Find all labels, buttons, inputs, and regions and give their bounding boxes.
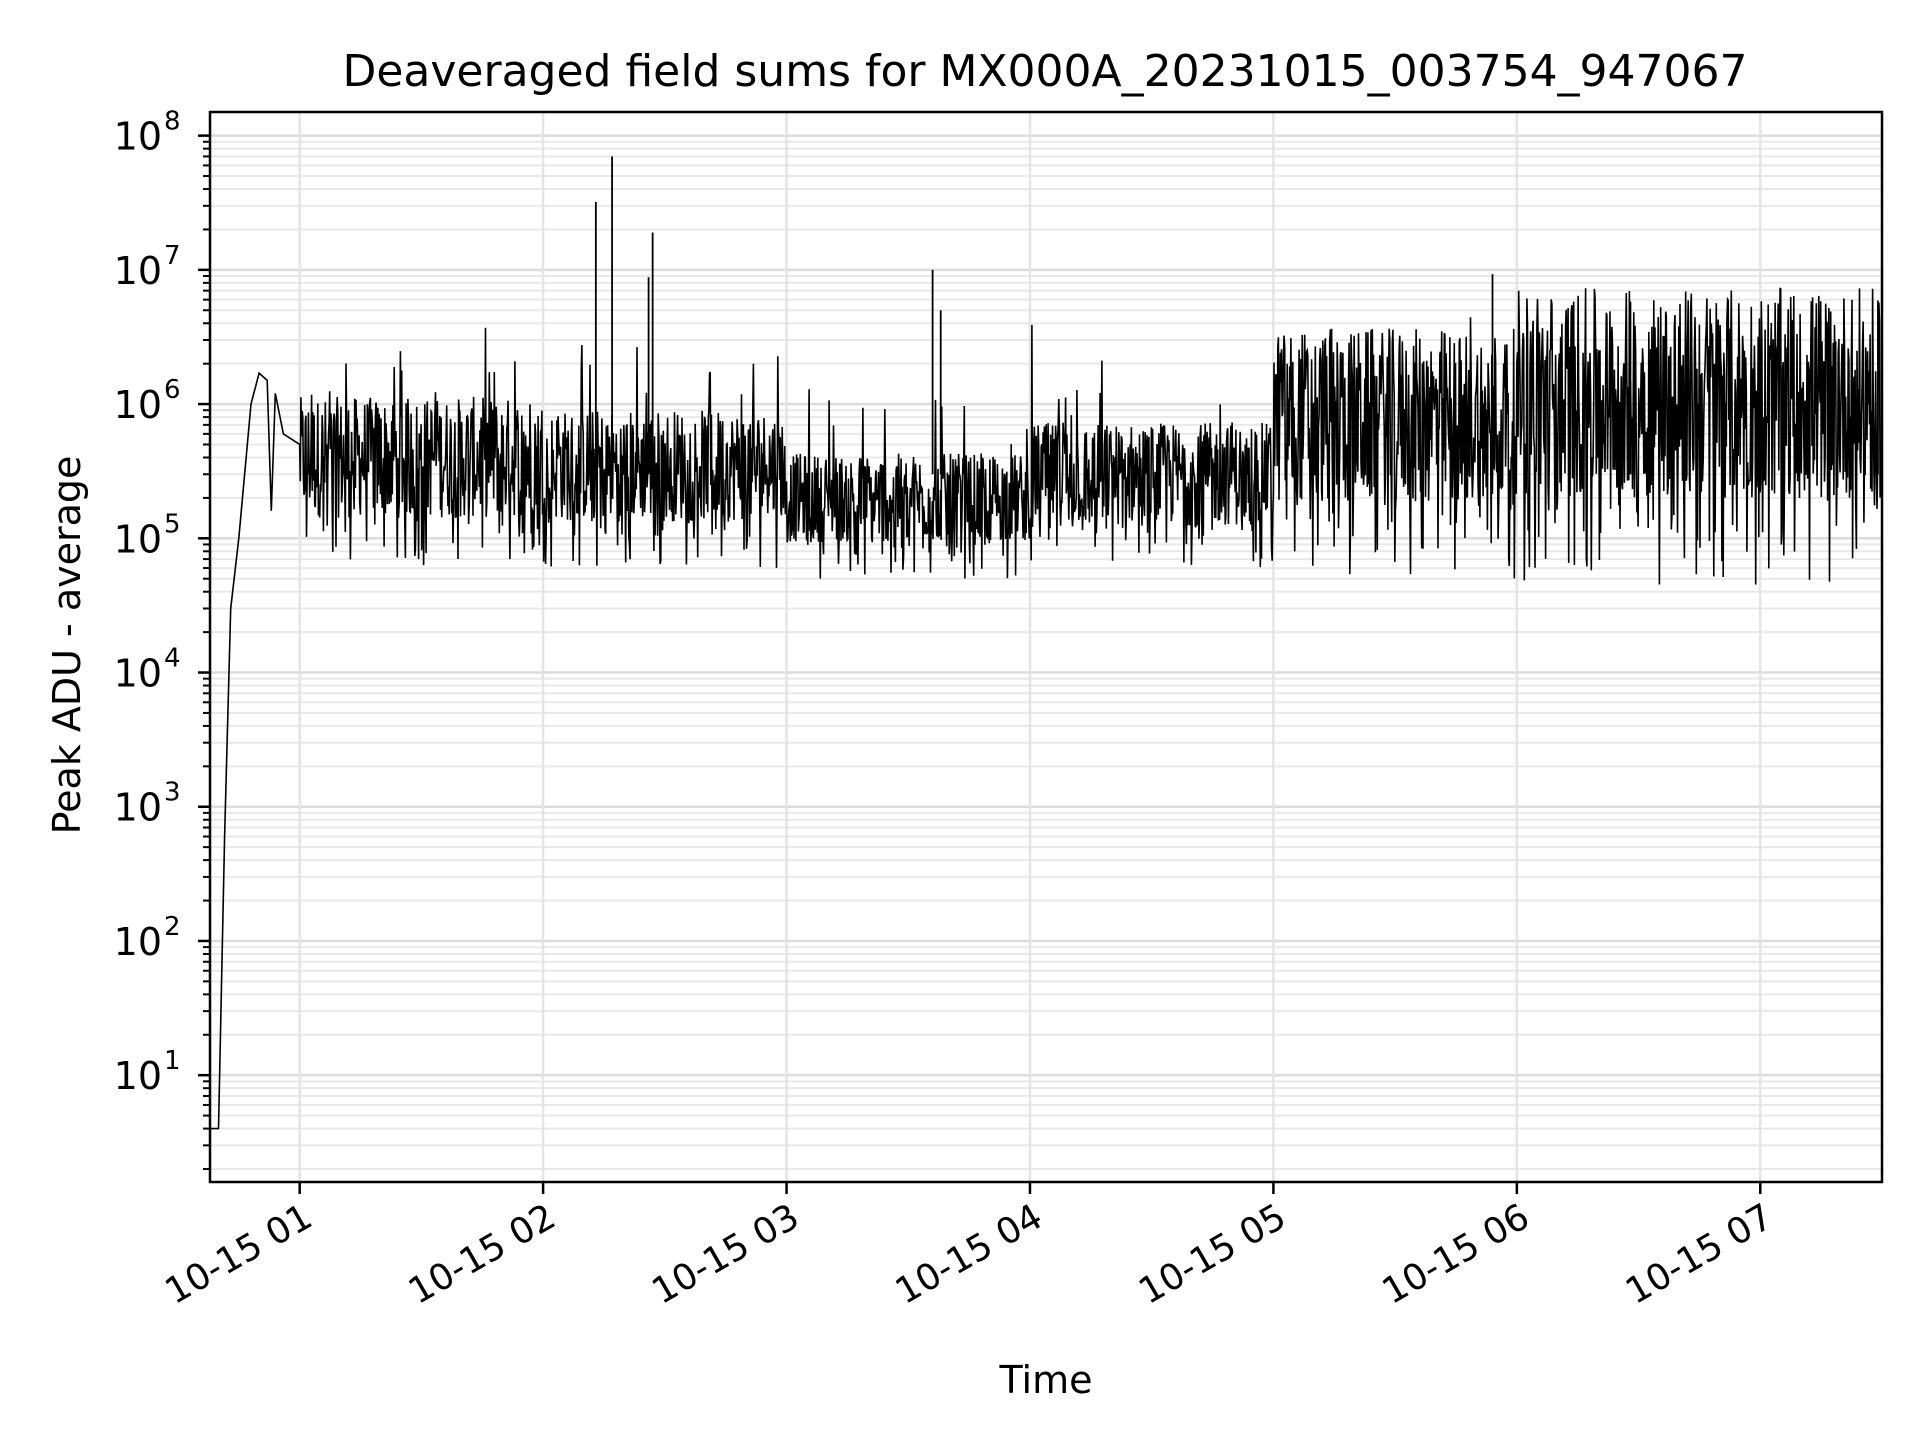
y-tick-label: 10 (114, 383, 162, 427)
y-tick-label: 10 (114, 249, 162, 293)
y-tick-label: 10 (114, 115, 162, 159)
y-tick-exponent: 7 (164, 241, 181, 271)
x-axis-label: Time (999, 1358, 1093, 1402)
y-tick-label: 10 (114, 1054, 162, 1098)
y-tick-exponent: 2 (164, 912, 181, 942)
y-axis-label: Peak ADU - average (45, 456, 89, 835)
y-tick-exponent: 1 (164, 1046, 181, 1076)
y-tick-label: 10 (114, 786, 162, 830)
y-tick-exponent: 5 (164, 509, 181, 539)
chart-title: Deaveraged field sums for MX000A_2023101… (342, 46, 1747, 97)
y-tick-exponent: 8 (164, 107, 181, 137)
grid (210, 112, 1882, 1182)
plot-area-frame (208, 110, 1884, 1184)
y-tick-label: 10 (114, 517, 162, 561)
series-layer (210, 156, 1883, 1130)
y-tick-exponent: 6 (164, 375, 181, 405)
y-tick-label: 10 (114, 920, 162, 964)
y-tick-exponent: 4 (164, 644, 181, 674)
y-tick-exponent: 3 (164, 778, 181, 808)
y-tick-label: 10 (114, 652, 162, 696)
series-line (210, 287, 1883, 1130)
